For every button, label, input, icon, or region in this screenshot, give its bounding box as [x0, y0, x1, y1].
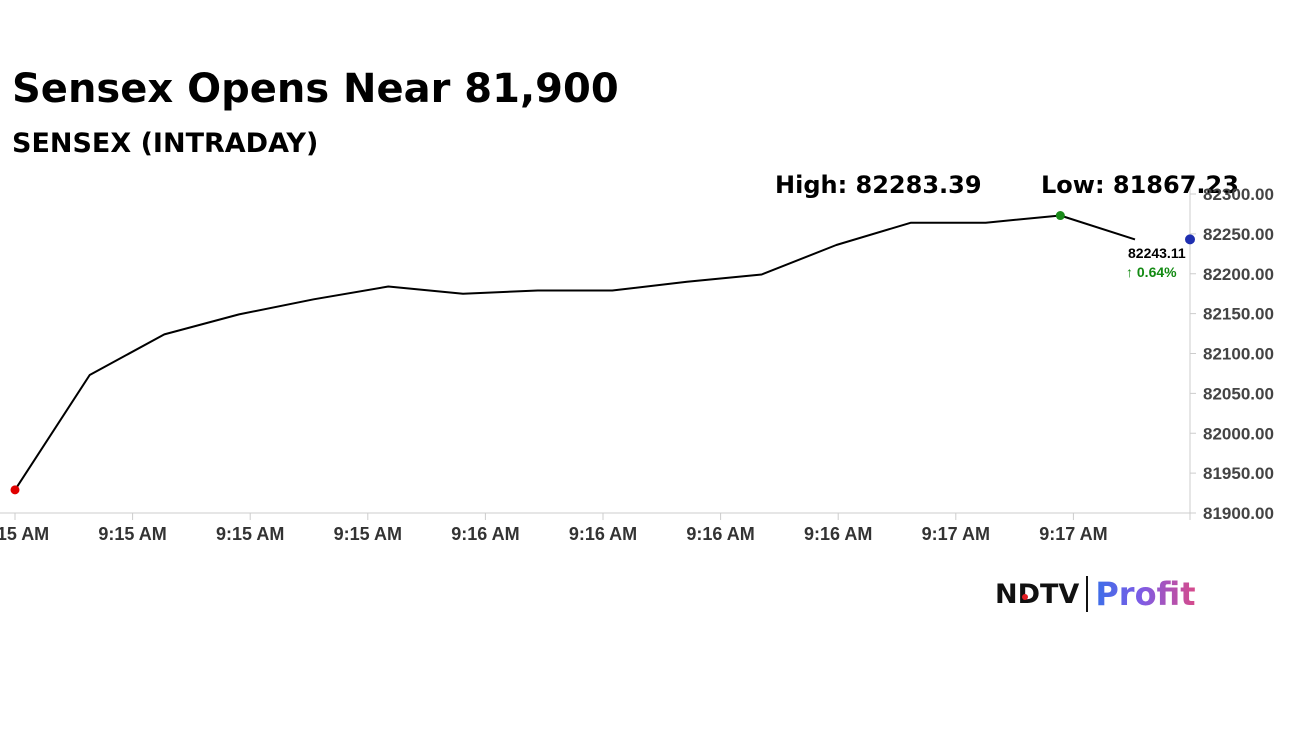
last-price-label: 82243.11 — [1128, 245, 1186, 261]
series-group — [14, 214, 1136, 491]
x-tick-label: 9:15 AM — [98, 524, 166, 544]
y-tick-label: 82250.00 — [1203, 225, 1274, 244]
y-tick-label: 82050.00 — [1203, 384, 1274, 403]
x-tick-label: 9:15 AM — [216, 524, 284, 544]
logo-divider — [1086, 576, 1089, 612]
x-tick-label: 9:16 AM — [569, 524, 637, 544]
x-tick-label: 9:17 AM — [1039, 524, 1107, 544]
y-tick-label: 82000.00 — [1203, 424, 1274, 443]
logo-red-dot — [1022, 593, 1028, 600]
price-line — [14, 214, 1136, 491]
y-tick-label: 81950.00 — [1203, 464, 1274, 483]
day-low-label: Low: 81867.23 — [1041, 171, 1239, 199]
logo-profit-text: Profit — [1095, 575, 1196, 613]
y-axis-ticks: 82300.00 82250.00 82200.00 82150.00 82100.00… — [1190, 185, 1274, 523]
current-price-marker — [1185, 234, 1195, 245]
change-percent-label: ↑ 0.64% — [1126, 264, 1177, 280]
x-tick-label: 9:16 AM — [804, 524, 872, 544]
open-price-marker — [10, 485, 20, 495]
y-tick-label: 81900.00 — [1203, 504, 1274, 523]
y-tick-label: 82200.00 — [1203, 265, 1274, 284]
x-tick-label: 9:15 AM — [0, 524, 49, 544]
markers-group — [10, 211, 1195, 495]
y-tick-label: 82300.00 — [1203, 185, 1274, 204]
x-tick-label: 9:16 AM — [686, 524, 754, 544]
ndtv-profit-logo: NDTV Profit — [995, 574, 1196, 614]
high-price-marker — [1055, 211, 1065, 221]
y-tick-label: 82150.00 — [1203, 305, 1274, 324]
logo-ndtv-text: NDTV — [995, 578, 1080, 610]
chart-axes — [0, 188, 1191, 520]
x-tick-label: 9:17 AM — [922, 524, 990, 544]
x-tick-label: 9:16 AM — [451, 524, 519, 544]
y-tick-label: 82100.00 — [1203, 345, 1274, 364]
x-axis-ticks: 9:15 AM 9:15 AM 9:15 AM 9:15 AM 9:16 AM 9:16 … — [0, 513, 1191, 544]
x-tick-label: 9:15 AM — [334, 524, 402, 544]
day-high-label: High: 82283.39 — [775, 171, 982, 199]
chart-title: Sensex Opens Near 81,900 — [12, 66, 619, 112]
chart-subtitle: SENSEX (INTRADAY) — [12, 128, 319, 159]
